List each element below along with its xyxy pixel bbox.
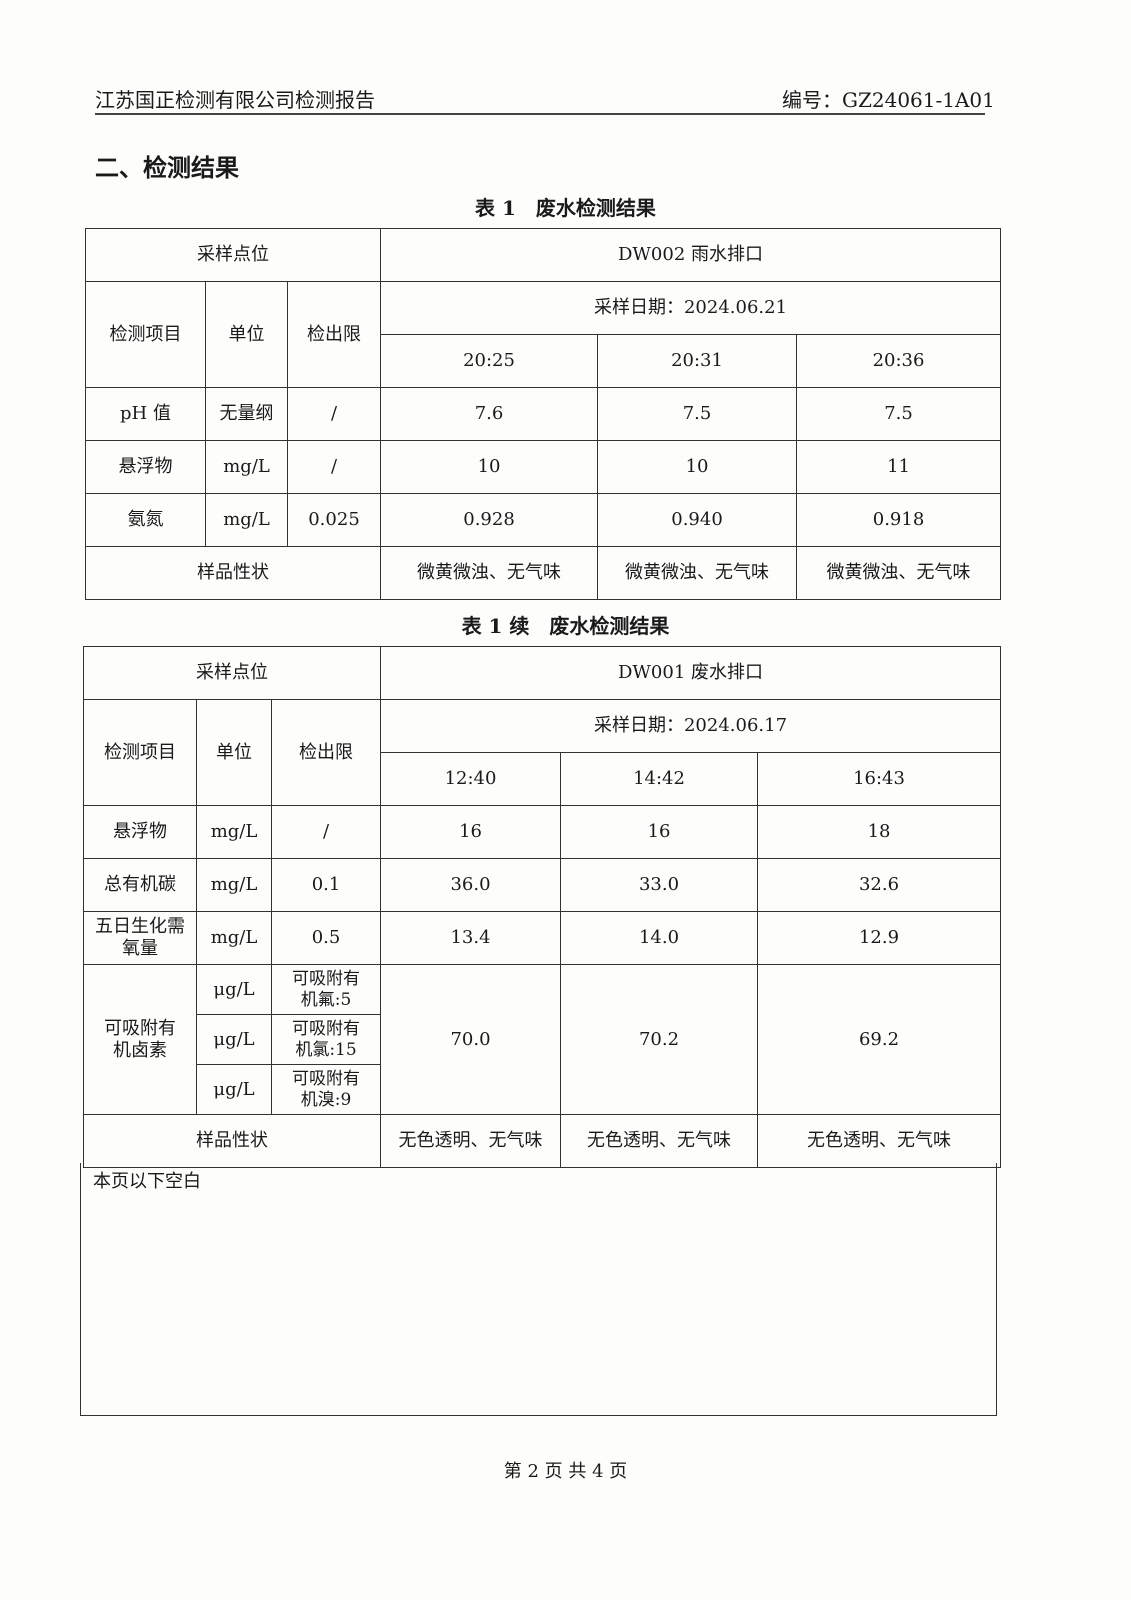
value: 10 — [380, 440, 599, 494]
table-row: 可吸附有机卤素 μg/L 可吸附有机氟:5 70.0 70.2 69.2 — [83, 964, 1002, 1115]
blank-note: 本页以下空白 — [93, 1171, 201, 1192]
item: 总有机碳 — [83, 858, 197, 912]
item: 氨氮 — [85, 493, 206, 547]
value: 7.5 — [597, 387, 798, 441]
table1-caption: 表 1 废水检测结果 — [475, 196, 656, 220]
unit: mg/L — [196, 858, 272, 912]
unit: mg/L — [205, 440, 288, 494]
appearance-label: 样品性状 — [82, 1114, 382, 1168]
value: 0.928 — [380, 493, 599, 547]
value: 18 — [757, 805, 1002, 859]
table-row: 五日生化需氧量 mg/L 0.5 13.4 14.0 12.9 — [83, 911, 1002, 965]
limit: 可吸附有机氯:15 — [270, 1014, 382, 1065]
item: 悬浮物 — [83, 805, 197, 859]
unit: mg/L — [196, 911, 272, 965]
time-header: 20:31 — [597, 334, 798, 388]
value: 0.940 — [597, 493, 798, 547]
limit: 0.5 — [270, 911, 382, 965]
limit: 0.025 — [286, 493, 382, 547]
table2: 采样点位 DW001 废水排口 检测项目 单位 检出限 采样日期：2024.06… — [82, 646, 1002, 1168]
unit-header: 单位 — [196, 699, 272, 806]
item-header: 检测项目 — [85, 281, 206, 388]
time-header: 20:25 — [380, 334, 599, 388]
table-row: 悬浮物 mg/L/ 16 16 18 — [83, 805, 1002, 859]
value: 16 — [380, 805, 562, 859]
table-row: 悬浮物 mg/L/ 10 10 11 — [85, 440, 1002, 494]
unit: mg/L — [205, 493, 288, 547]
item: 可吸附有机卤素 — [83, 964, 197, 1115]
site-label: 采样点位 — [82, 646, 382, 700]
value: 32.6 — [757, 858, 1002, 912]
appearance: 微黄微浊、无气味 — [380, 546, 599, 600]
table2-caption: 表 1 续 废水检测结果 — [461, 614, 670, 638]
value: 69.2 — [757, 964, 1002, 1115]
limit: / — [286, 440, 382, 494]
value: 7.5 — [796, 387, 1002, 441]
value: 36.0 — [380, 858, 562, 912]
header-divider — [95, 113, 985, 115]
table-row: 样品性状 微黄微浊、无气味 微黄微浊、无气味 微黄微浊、无气味 — [84, 546, 1002, 600]
appearance: 微黄微浊、无气味 — [597, 546, 798, 600]
appearance: 无色透明、无气味 — [560, 1114, 759, 1168]
limit: / — [286, 387, 382, 441]
value: 14.0 — [560, 911, 759, 965]
limit: 可吸附有机氟:5 — [270, 964, 382, 1015]
item-header: 检测项目 — [83, 699, 197, 806]
unit: 无量纲 — [205, 387, 288, 441]
unit-header: 单位 — [205, 281, 288, 388]
value: 33.0 — [560, 858, 759, 912]
time-header: 12:40 — [380, 752, 562, 806]
company-header: 江苏国正检测有限公司检测报告 — [95, 88, 375, 112]
report-number: 编号：GZ24061-1A01 — [782, 88, 995, 112]
item: 悬浮物 — [85, 440, 206, 494]
item: pH 值 — [85, 387, 206, 441]
value: 16 — [560, 805, 759, 859]
limit: 可吸附有机溴:9 — [270, 1064, 382, 1115]
limit: / — [270, 805, 382, 859]
value: 10 — [597, 440, 798, 494]
table-row: 样品性状 无色透明、无气味 无色透明、无气味 无色透明、无气味 — [82, 1114, 1002, 1168]
unit: μg/L — [196, 1014, 272, 1065]
table1: 采样点位 DW002 雨水排口 检测项目 单位 检出限 采样日期：2024.06… — [84, 228, 1002, 600]
table-row: 总有机碳 mg/L 0.1 36.0 33.0 32.6 — [83, 858, 1002, 912]
limit-header: 检出限 — [286, 281, 382, 388]
limit-header: 检出限 — [270, 699, 382, 806]
appearance: 微黄微浊、无气味 — [796, 546, 1002, 600]
time-header: 14:42 — [560, 752, 759, 806]
limit: 0.1 — [270, 858, 382, 912]
site-value: DW001 废水排口 — [380, 646, 1002, 700]
value: 13.4 — [380, 911, 562, 965]
page-footer: 第 2 页 共 4 页 — [503, 1461, 628, 1482]
sampling-date: 采样日期：2024.06.17 — [380, 699, 1002, 753]
site-value: DW002 雨水排口 — [380, 228, 1002, 282]
value: 70.2 — [560, 964, 759, 1115]
table-row: pH 值无量纲/ 7.6 7.5 7.5 — [85, 387, 1002, 441]
value: 12.9 — [757, 911, 1002, 965]
appearance: 无色透明、无气味 — [757, 1114, 1002, 1168]
blank-area: 本页以下空白 — [80, 1163, 997, 1416]
table-row: μg/L 可吸附有机溴:9 — [84, 1064, 1001, 1115]
time-header: 20:36 — [796, 334, 1002, 388]
value: 70.0 — [380, 964, 562, 1115]
appearance-label: 样品性状 — [84, 546, 382, 600]
unit: μg/L — [196, 1064, 272, 1115]
table-row: μg/L 可吸附有机氯:15 — [84, 1014, 1001, 1065]
appearance: 无色透明、无气味 — [380, 1114, 562, 1168]
time-header: 16:43 — [757, 752, 1002, 806]
value: 7.6 — [380, 387, 599, 441]
unit: μg/L — [196, 964, 272, 1015]
section-title: 二、检测结果 — [95, 153, 239, 182]
item: 五日生化需氧量 — [83, 911, 197, 965]
site-label: 采样点位 — [84, 228, 382, 282]
table-row: 氨氮 mg/L 0.025 0.928 0.940 0.918 — [85, 493, 1002, 547]
value: 11 — [796, 440, 1002, 494]
sampling-date: 采样日期：2024.06.21 — [380, 281, 1002, 335]
value: 0.918 — [796, 493, 1002, 547]
unit: mg/L — [196, 805, 272, 859]
